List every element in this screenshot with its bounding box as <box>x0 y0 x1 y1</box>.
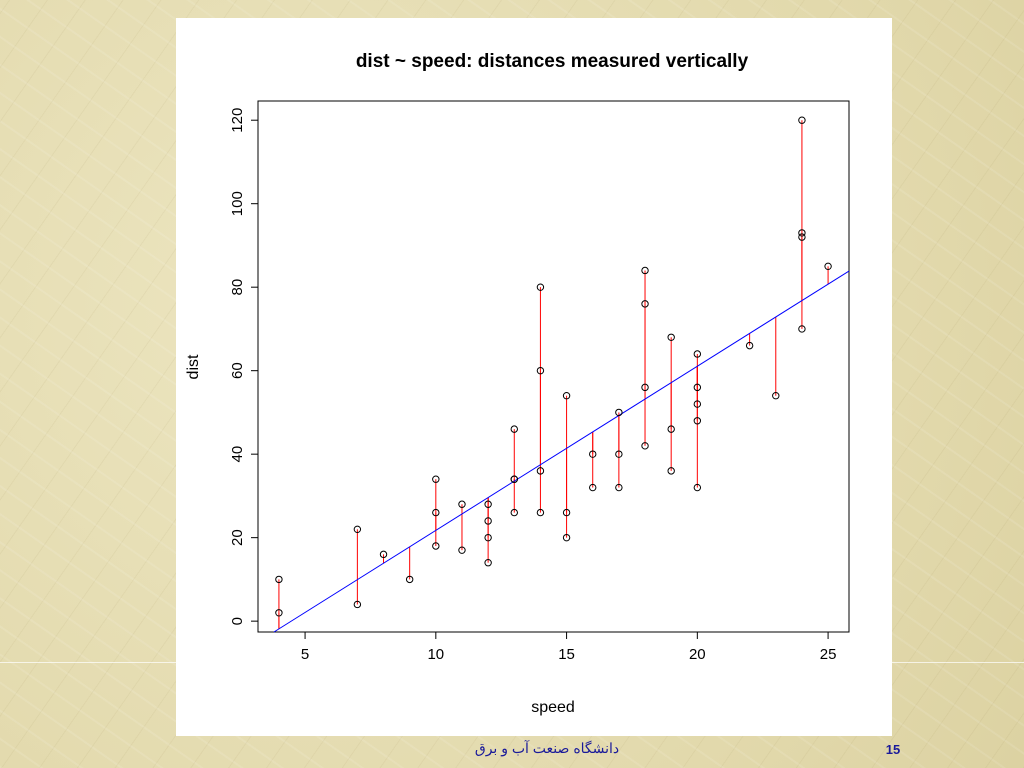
data-point <box>798 233 806 241</box>
data-point <box>458 500 466 508</box>
data-point <box>641 300 649 308</box>
y-tick-label: 100 <box>229 191 246 216</box>
data-point <box>667 467 675 475</box>
data-point <box>536 283 545 291</box>
x-tick-label: 10 <box>427 646 444 663</box>
data-point <box>641 442 649 450</box>
data-point <box>275 575 283 584</box>
data-point <box>432 475 440 483</box>
data-point <box>693 350 702 358</box>
data-point <box>484 500 492 508</box>
data-point <box>589 483 597 492</box>
data-point <box>536 508 545 517</box>
data-point <box>615 408 623 417</box>
data-point <box>379 550 388 559</box>
residual-segments <box>278 120 829 629</box>
data-point <box>693 417 702 425</box>
data-point <box>562 392 571 400</box>
data-point <box>562 508 571 517</box>
data-point <box>772 392 780 400</box>
data-point <box>484 559 492 567</box>
data-point <box>405 575 414 584</box>
y-tick-label: 40 <box>229 446 246 463</box>
data-point <box>353 600 362 609</box>
data-point <box>536 366 545 375</box>
data-point <box>432 542 440 550</box>
data-point <box>484 533 492 542</box>
data-point <box>798 325 806 333</box>
y-tick-label: 120 <box>229 108 246 133</box>
data-point <box>510 508 518 517</box>
y-axis: 0 20 40 60 80 100 120 <box>229 108 258 625</box>
data-point <box>693 383 702 392</box>
chart-title: dist ~ speed: distances measured vertica… <box>356 51 749 72</box>
data-point <box>275 609 283 617</box>
data-point <box>615 450 623 458</box>
data-point <box>510 425 518 433</box>
data-point <box>458 546 466 554</box>
regression-line <box>273 270 850 633</box>
data-point <box>432 508 440 517</box>
x-tick-label: 5 <box>301 646 309 663</box>
x-axis: 5 10 15 20 25 <box>301 632 837 663</box>
data-point <box>667 333 675 341</box>
x-tick-label: 20 <box>689 646 706 663</box>
plot-frame <box>257 100 850 633</box>
data-point <box>745 341 754 350</box>
data-point <box>641 383 649 392</box>
data-point <box>824 262 832 271</box>
data-point <box>798 116 806 124</box>
data-point <box>693 483 702 492</box>
data-point <box>615 483 623 492</box>
data-points <box>275 116 832 617</box>
data-point <box>667 425 675 433</box>
page-number: 15 <box>885 742 901 757</box>
x-axis-label: speed <box>531 699 575 716</box>
data-point <box>798 229 806 237</box>
data-point <box>353 525 362 534</box>
x-tick-label: 15 <box>558 646 575 663</box>
y-tick-label: 0 <box>229 617 246 625</box>
data-point <box>562 533 571 542</box>
data-point <box>589 450 597 458</box>
data-point <box>693 400 702 408</box>
x-tick-label: 25 <box>820 646 837 663</box>
data-point <box>536 467 545 475</box>
y-axis-label: dist <box>185 354 202 379</box>
data-point <box>641 266 649 275</box>
data-point <box>510 475 518 483</box>
y-tick-label: 60 <box>229 362 246 379</box>
scatter-chart: dist ~ speed: distances measured vertica… <box>185 51 850 716</box>
y-tick-label: 20 <box>229 529 246 546</box>
y-tick-label: 80 <box>229 279 246 296</box>
footer-university-name: دانشگاه صنعت آب و برق <box>474 740 620 756</box>
data-point <box>484 517 492 525</box>
chart-panel: dist ~ speed: distances measured vertica… <box>176 18 892 736</box>
regression-line-group <box>273 270 850 633</box>
